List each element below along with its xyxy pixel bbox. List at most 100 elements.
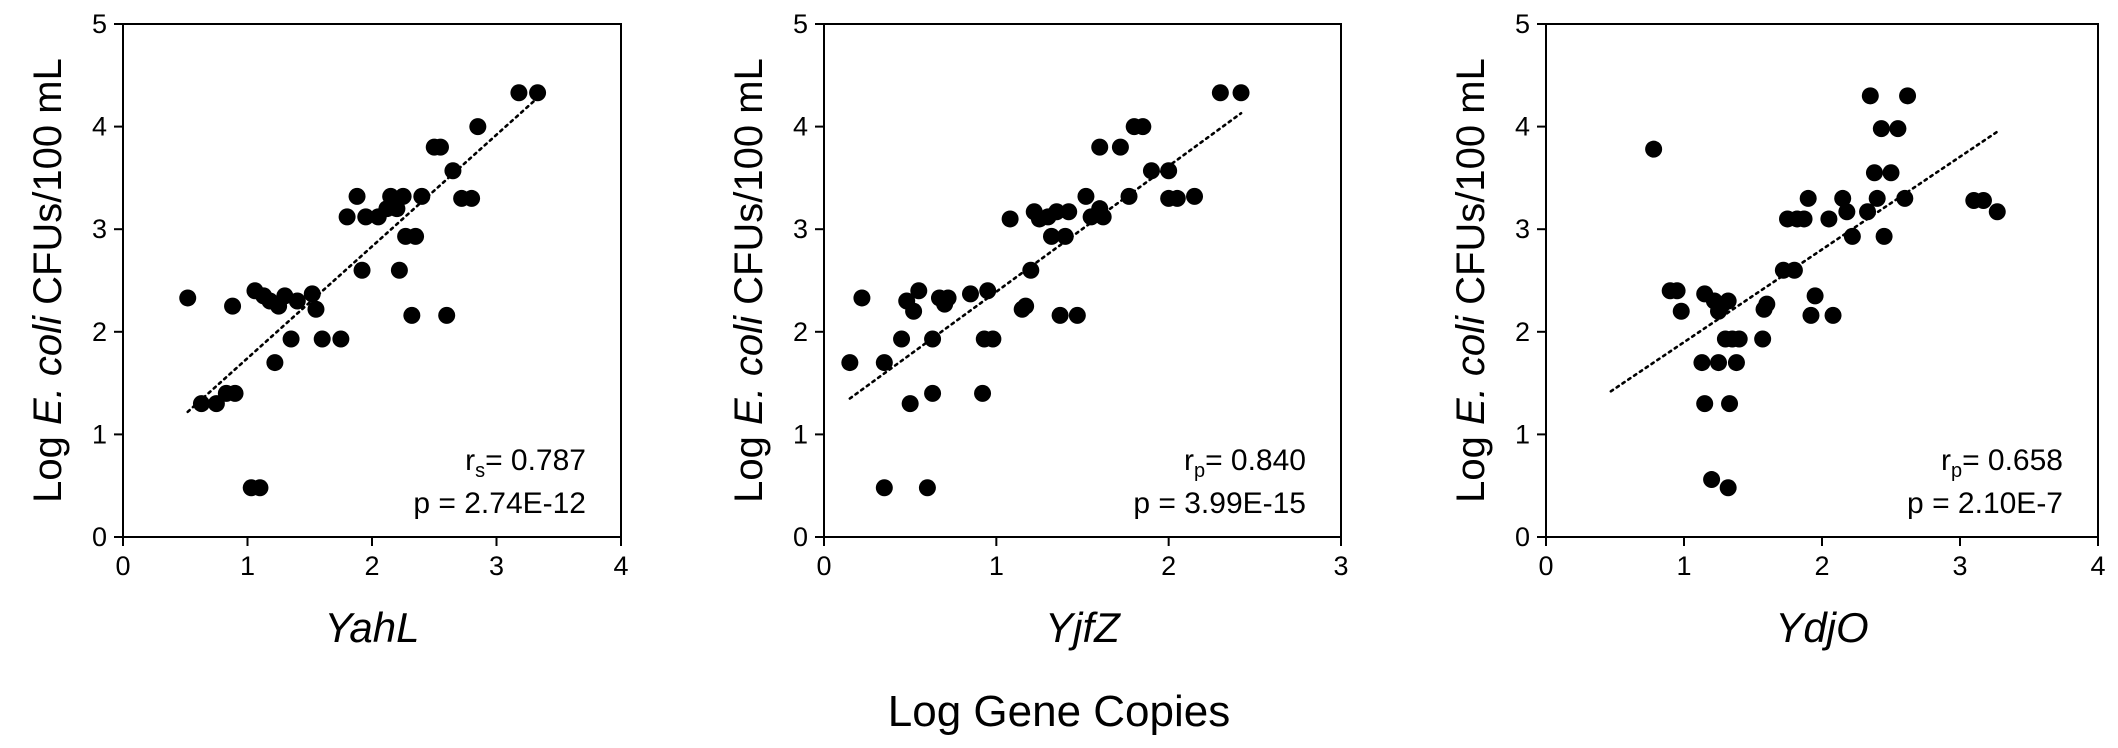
x-tick-label: 0: [816, 551, 831, 581]
x-tick-label: 0: [115, 551, 130, 581]
data-point: [303, 285, 321, 303]
p-value-label: p = 2.74E-12: [413, 487, 586, 520]
data-point: [282, 330, 300, 348]
data-point: [288, 292, 306, 310]
data-point: [1843, 227, 1861, 245]
plot-frame: [823, 23, 1342, 538]
y-tick-label: 2: [1515, 317, 1530, 347]
trendline: [848, 111, 1243, 400]
data-point: [1719, 292, 1737, 310]
data-point: [984, 330, 1002, 348]
data-point: [1710, 354, 1727, 372]
x-tick-label: 2: [1161, 551, 1176, 581]
y-tick-label: 4: [793, 112, 808, 142]
y-tick-label: 5: [1515, 9, 1530, 39]
y-axis-label: Log E. coli CFUs/100 mL: [26, 58, 70, 503]
data-point: [1120, 187, 1138, 205]
data-point: [1859, 203, 1877, 221]
x-tick-label: 0: [1538, 551, 1553, 581]
x-tick-label: 1: [240, 551, 255, 581]
p-value-label: p = 3.99E-15: [1133, 487, 1306, 520]
data-point: [1077, 187, 1095, 205]
data-point: [1232, 84, 1250, 102]
data-point: [1160, 162, 1178, 180]
x-tick-label: 2: [1814, 551, 1829, 581]
data-point: [444, 162, 462, 180]
x-axis-label: YahL: [325, 604, 420, 651]
data-point: [1719, 479, 1737, 497]
y-tick-label: 5: [793, 9, 808, 39]
data-point: [179, 289, 197, 307]
data-point: [357, 208, 375, 226]
data-point: [1060, 203, 1078, 221]
data-point: [1696, 395, 1714, 413]
data-point: [266, 354, 284, 372]
correlation-label: rs= 0.787: [465, 444, 586, 482]
data-point: [1875, 227, 1893, 245]
data-point: [974, 384, 992, 402]
x-tick-label: 4: [613, 551, 628, 581]
data-point: [853, 289, 871, 307]
y-tick-label: 4: [92, 112, 107, 142]
y-tick-label: 1: [92, 419, 107, 449]
data-point: [1056, 227, 1074, 245]
chart-panel-1: 0 1 2 3 4 5 0 1 2 3 4 YahL Log E. coli CFUs/100 mL rs…: [26, 9, 629, 651]
data-point: [313, 330, 331, 348]
data-point: [1802, 306, 1820, 324]
data-point: [979, 282, 997, 300]
data-point: [1142, 162, 1160, 180]
data-point: [1758, 295, 1776, 313]
data-point: [1001, 210, 1019, 228]
y-tick-label: 3: [92, 214, 107, 244]
data-point: [192, 395, 210, 413]
data-point: [875, 354, 893, 372]
correlation-label: rp= 0.840: [1184, 444, 1306, 482]
data-point: [1754, 330, 1772, 348]
data-point: [1730, 330, 1748, 348]
data-point: [1799, 189, 1817, 207]
data-point: [1896, 189, 1914, 207]
y-tick-label: 5: [92, 9, 107, 39]
data-point: [1872, 120, 1890, 138]
y-tick-label: 3: [793, 214, 808, 244]
y-tick-label: 1: [793, 419, 808, 449]
x-axis-label: YjfZ: [1045, 604, 1121, 651]
data-point: [1022, 261, 1040, 279]
data-point: [1186, 187, 1204, 205]
data-point: [431, 138, 449, 156]
x-axis-label: YdjO: [1775, 604, 1868, 651]
data-point: [348, 187, 366, 205]
data-point: [1068, 306, 1086, 324]
common-x-axis-label: Log Gene Copies: [888, 687, 1230, 736]
data-point: [510, 84, 528, 102]
data-point: [463, 189, 481, 207]
y-tick-label: 1: [1515, 419, 1530, 449]
data-point: [1806, 287, 1824, 305]
trendline: [186, 96, 539, 414]
chart-panel-3: 0 1 2 3 4 5 0 1 2 3 4 YdjO Log E. coli CFUs/100 mL rp…: [1449, 9, 2106, 651]
data-point: [338, 208, 356, 226]
data-point: [1091, 138, 1109, 156]
data-point: [407, 227, 425, 245]
y-tick-label: 2: [793, 317, 808, 347]
data-point: [1703, 471, 1721, 489]
data-point: [394, 187, 412, 205]
y-tick-label: 2: [92, 317, 107, 347]
y-axis-label: Log E. coli CFUs/100 mL: [727, 58, 771, 503]
data-point: [1861, 87, 1879, 105]
data-point: [1051, 306, 1069, 324]
data-point: [939, 289, 957, 307]
y-tick-label: 0: [793, 522, 808, 552]
data-point: [1988, 203, 2006, 221]
p-value-label: p = 2.10E-7: [1907, 487, 2063, 520]
data-point: [438, 306, 456, 324]
chart-panel-2: 0 1 2 3 4 5 0 1 2 3 YjfZ Log E. coli CFUs/100 mL rp=…: [727, 9, 1349, 651]
data-point: [1693, 354, 1711, 372]
x-tick-label: 3: [489, 551, 504, 581]
data-point: [1785, 261, 1803, 279]
data-point: [1721, 395, 1739, 413]
data-point: [1048, 203, 1066, 221]
y-tick-label: 3: [1515, 214, 1530, 244]
data-point: [924, 330, 942, 348]
data-point: [413, 187, 431, 205]
